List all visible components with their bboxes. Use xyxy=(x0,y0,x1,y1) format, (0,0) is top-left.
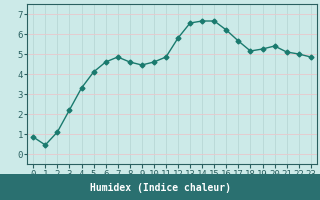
Text: Humidex (Indice chaleur): Humidex (Indice chaleur) xyxy=(90,183,230,193)
